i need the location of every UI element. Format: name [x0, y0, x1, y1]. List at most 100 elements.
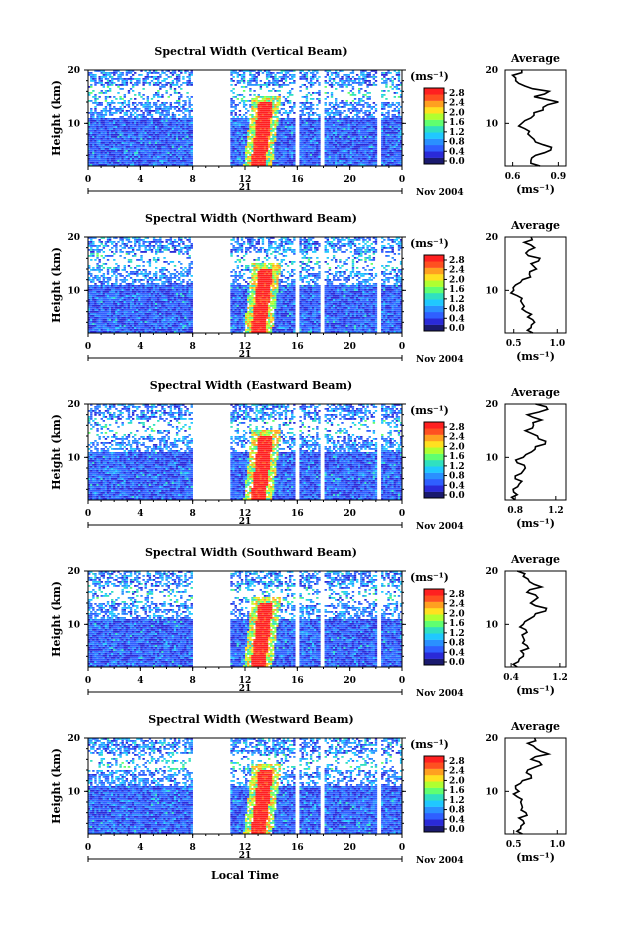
heatmap-cell — [178, 118, 180, 120]
heatmap-cell — [306, 138, 308, 140]
heatmap-cell — [266, 118, 268, 120]
heatmap-cell — [243, 130, 245, 132]
heatmap-cell — [260, 130, 262, 132]
heatmap-cell — [345, 128, 347, 130]
heatmap-cell — [262, 108, 264, 110]
heatmap-cell — [278, 120, 280, 122]
heatmap-cell — [318, 124, 320, 126]
heatmap-cell — [310, 140, 312, 142]
heatmap-cell — [304, 138, 306, 140]
heatmap-cell — [126, 138, 128, 140]
heatmap-cell — [134, 84, 136, 86]
heatmap-cell — [291, 118, 293, 120]
heatmap-cell — [109, 108, 111, 110]
heatmap-cell — [276, 102, 278, 104]
heatmap-cell — [312, 134, 314, 136]
heatmap-cell — [149, 110, 151, 112]
heatmap-cell — [170, 136, 172, 138]
heatmap-cell — [325, 86, 327, 88]
heatmap-cell — [354, 142, 356, 144]
heatmap-cell — [268, 96, 270, 98]
heatmap-cell — [266, 106, 268, 108]
heatmap-cell — [385, 140, 387, 142]
heatmap-cell — [270, 126, 272, 128]
heatmap-cell — [262, 134, 264, 136]
heatmap-cell — [304, 122, 306, 124]
heatmap-cell — [270, 124, 272, 126]
heatmap-cell — [249, 100, 251, 102]
heatmap-cell — [180, 122, 182, 124]
heatmap-cell — [105, 120, 107, 122]
heatmap-cell — [268, 106, 270, 108]
heatmap-cell — [350, 138, 352, 140]
heatmap-cell — [371, 106, 373, 108]
heatmap-cell — [174, 108, 176, 110]
heatmap-cell — [180, 118, 182, 120]
heatmap-cell — [184, 142, 186, 144]
heatmap-cell — [299, 90, 301, 92]
heatmap-cell — [239, 140, 241, 142]
heatmap-cell — [174, 122, 176, 124]
heatmap-cell — [329, 104, 331, 106]
heatmap-cell — [176, 138, 178, 140]
heatmap-cell — [392, 80, 394, 82]
heatmap-cell — [276, 126, 278, 128]
heatmap-cell — [389, 126, 391, 128]
heatmap-cell — [172, 72, 174, 74]
heatmap-cell — [364, 122, 366, 124]
heatmap-cell — [111, 100, 113, 102]
heatmap-cell — [325, 82, 327, 84]
heatmap-cell — [352, 140, 354, 142]
heatmap-cell — [188, 80, 190, 82]
heatmap-cell — [140, 142, 142, 144]
heatmap-cell — [364, 130, 366, 132]
heatmap-cell — [341, 82, 343, 84]
heatmap-cell — [245, 140, 247, 142]
heatmap-cell — [260, 80, 262, 82]
heatmap-cell — [287, 118, 289, 120]
heatmap-cell — [289, 126, 291, 128]
heatmap-cell — [180, 134, 182, 136]
heatmap-cell — [103, 84, 105, 86]
heatmap-cell — [249, 78, 251, 80]
heatmap-cell — [310, 124, 312, 126]
heatmap-cell — [241, 122, 243, 124]
heatmap-cell — [117, 80, 119, 82]
heatmap-cell — [163, 124, 165, 126]
heatmap-cell — [134, 118, 136, 120]
heatmap-cell — [119, 128, 121, 130]
heatmap-cell — [161, 126, 163, 128]
heatmap-cell — [358, 116, 360, 118]
heatmap-cell — [270, 122, 272, 124]
heatmap-cell — [335, 120, 337, 122]
heatmap-cell — [90, 116, 92, 118]
heatmap-cell — [115, 142, 117, 144]
heatmap-cell — [362, 76, 364, 78]
heatmap-cell — [333, 106, 335, 108]
heatmap-cell — [243, 86, 245, 88]
heatmap-cell — [109, 138, 111, 140]
heatmap-cell — [151, 138, 153, 140]
heatmap-cell — [180, 138, 182, 140]
heatmap-cell — [232, 130, 234, 132]
heatmap-cell — [381, 128, 383, 130]
heatmap-cell — [325, 112, 327, 114]
heatmap-cell — [352, 138, 354, 140]
heatmap-cell — [101, 122, 103, 124]
heatmap-cell — [352, 116, 354, 118]
heatmap-cell — [153, 96, 155, 98]
heatmap-cell — [291, 82, 293, 84]
heatmap-cell — [247, 118, 249, 120]
heatmap-cell — [337, 120, 339, 122]
heatmap-cell — [176, 134, 178, 136]
heatmap-cell — [283, 78, 285, 80]
heatmap-cell — [268, 142, 270, 144]
heatmap-cell — [394, 134, 396, 136]
heatmap-cell — [283, 84, 285, 86]
heatmap-cell — [98, 102, 100, 104]
heatmap-cell — [253, 132, 255, 134]
heatmap-cell — [314, 122, 316, 124]
heatmap-cell — [396, 102, 398, 104]
heatmap-cell — [304, 128, 306, 130]
heatmap-cell — [101, 138, 103, 140]
